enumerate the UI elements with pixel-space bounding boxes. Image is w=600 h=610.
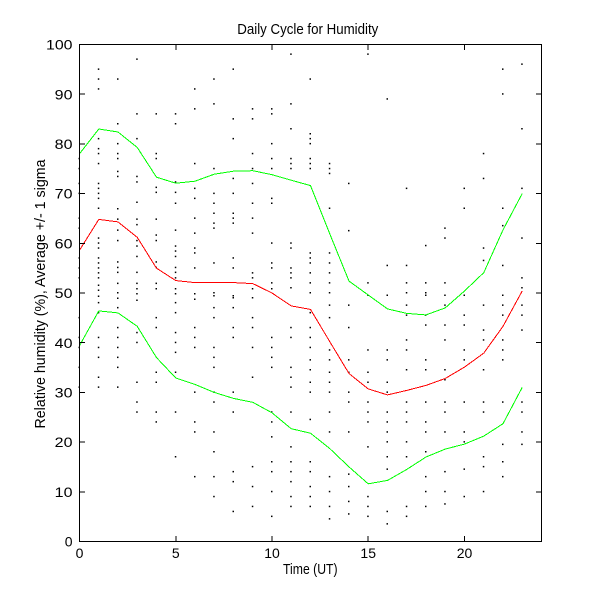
svg-text:20: 20 bbox=[55, 434, 73, 450]
svg-text:80: 80 bbox=[55, 136, 73, 152]
svg-text:Relative humidity (%), Average: Relative humidity (%), Average +/- 1 sig… bbox=[33, 159, 49, 429]
svg-text:0: 0 bbox=[65, 534, 73, 550]
svg-text:70: 70 bbox=[55, 186, 73, 202]
svg-text:0: 0 bbox=[76, 545, 84, 561]
svg-text:10: 10 bbox=[264, 545, 280, 561]
svg-text:Daily Cycle for Humidity: Daily Cycle for Humidity bbox=[237, 22, 379, 38]
svg-text:Time (UT): Time (UT) bbox=[283, 562, 338, 578]
svg-text:90: 90 bbox=[55, 86, 73, 102]
svg-text:10: 10 bbox=[55, 484, 73, 500]
svg-text:15: 15 bbox=[360, 545, 376, 561]
svg-text:60: 60 bbox=[55, 235, 73, 251]
svg-text:50: 50 bbox=[55, 285, 73, 301]
svg-text:40: 40 bbox=[55, 335, 73, 351]
svg-text:30: 30 bbox=[55, 385, 73, 401]
svg-text:5: 5 bbox=[172, 545, 180, 561]
svg-text:20: 20 bbox=[457, 545, 473, 561]
svg-text:100: 100 bbox=[46, 37, 73, 53]
